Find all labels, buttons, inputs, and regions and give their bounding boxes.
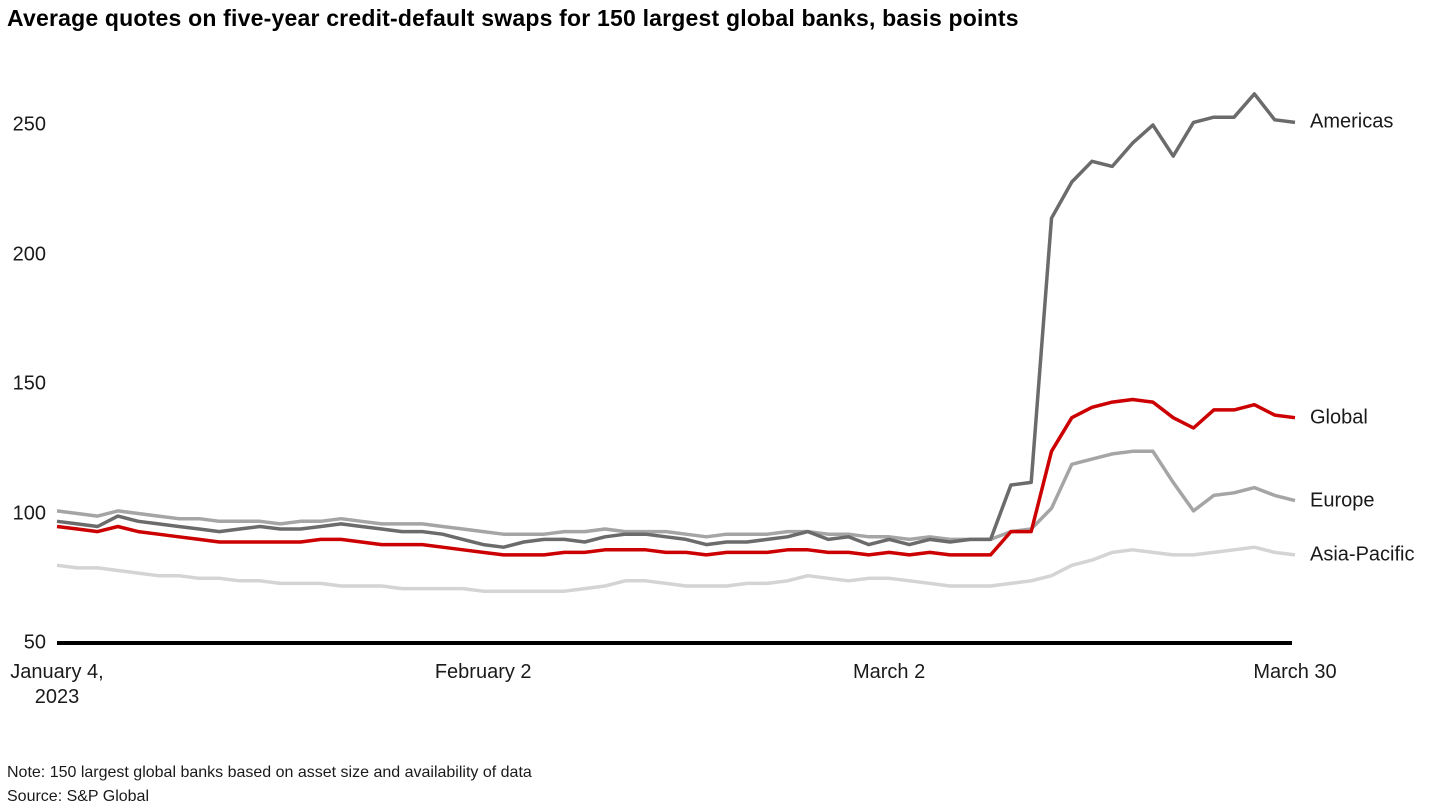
series-line-global <box>56 397 1296 557</box>
x-axis-tick-line2: 2023 <box>34 686 80 708</box>
x-axis-tick-label-feb2: February 2 <box>434 661 532 683</box>
series-line-europe <box>56 449 1296 542</box>
series-label-global: Global <box>1310 406 1368 429</box>
x-axis-tick-label-jan4: January 4, 2023 <box>10 660 103 710</box>
series-line-asia-pacific <box>56 545 1296 593</box>
series-label-americas: Americas <box>1310 110 1394 133</box>
y-axis-tick-label: 50 <box>23 631 46 654</box>
x-axis-tick-label-mar30: March 30 <box>1253 661 1337 683</box>
y-axis-tick-label: 250 <box>12 113 46 136</box>
x-axis-tick-line1: January 4, <box>10 661 104 683</box>
series-label-europe: Europe <box>1310 489 1375 512</box>
series-line-americas <box>56 92 1296 549</box>
footnote-source-line: Source: S&P Global <box>7 788 150 805</box>
y-axis-tick-label: 150 <box>12 372 46 395</box>
footnote: Note: 150 largest global banks based on … <box>7 761 532 809</box>
series-label-asia-pacific: Asia-Pacific <box>1310 543 1415 566</box>
chart-title: Average quotes on five-year credit-defau… <box>7 5 1019 31</box>
footnote-note-line: Note: 150 largest global banks based on … <box>7 764 532 781</box>
y-axis-tick-label: 200 <box>12 243 46 265</box>
x-axis-tick-label-mar2: March 2 <box>852 661 926 683</box>
y-axis-tick-label: 100 <box>12 502 46 524</box>
